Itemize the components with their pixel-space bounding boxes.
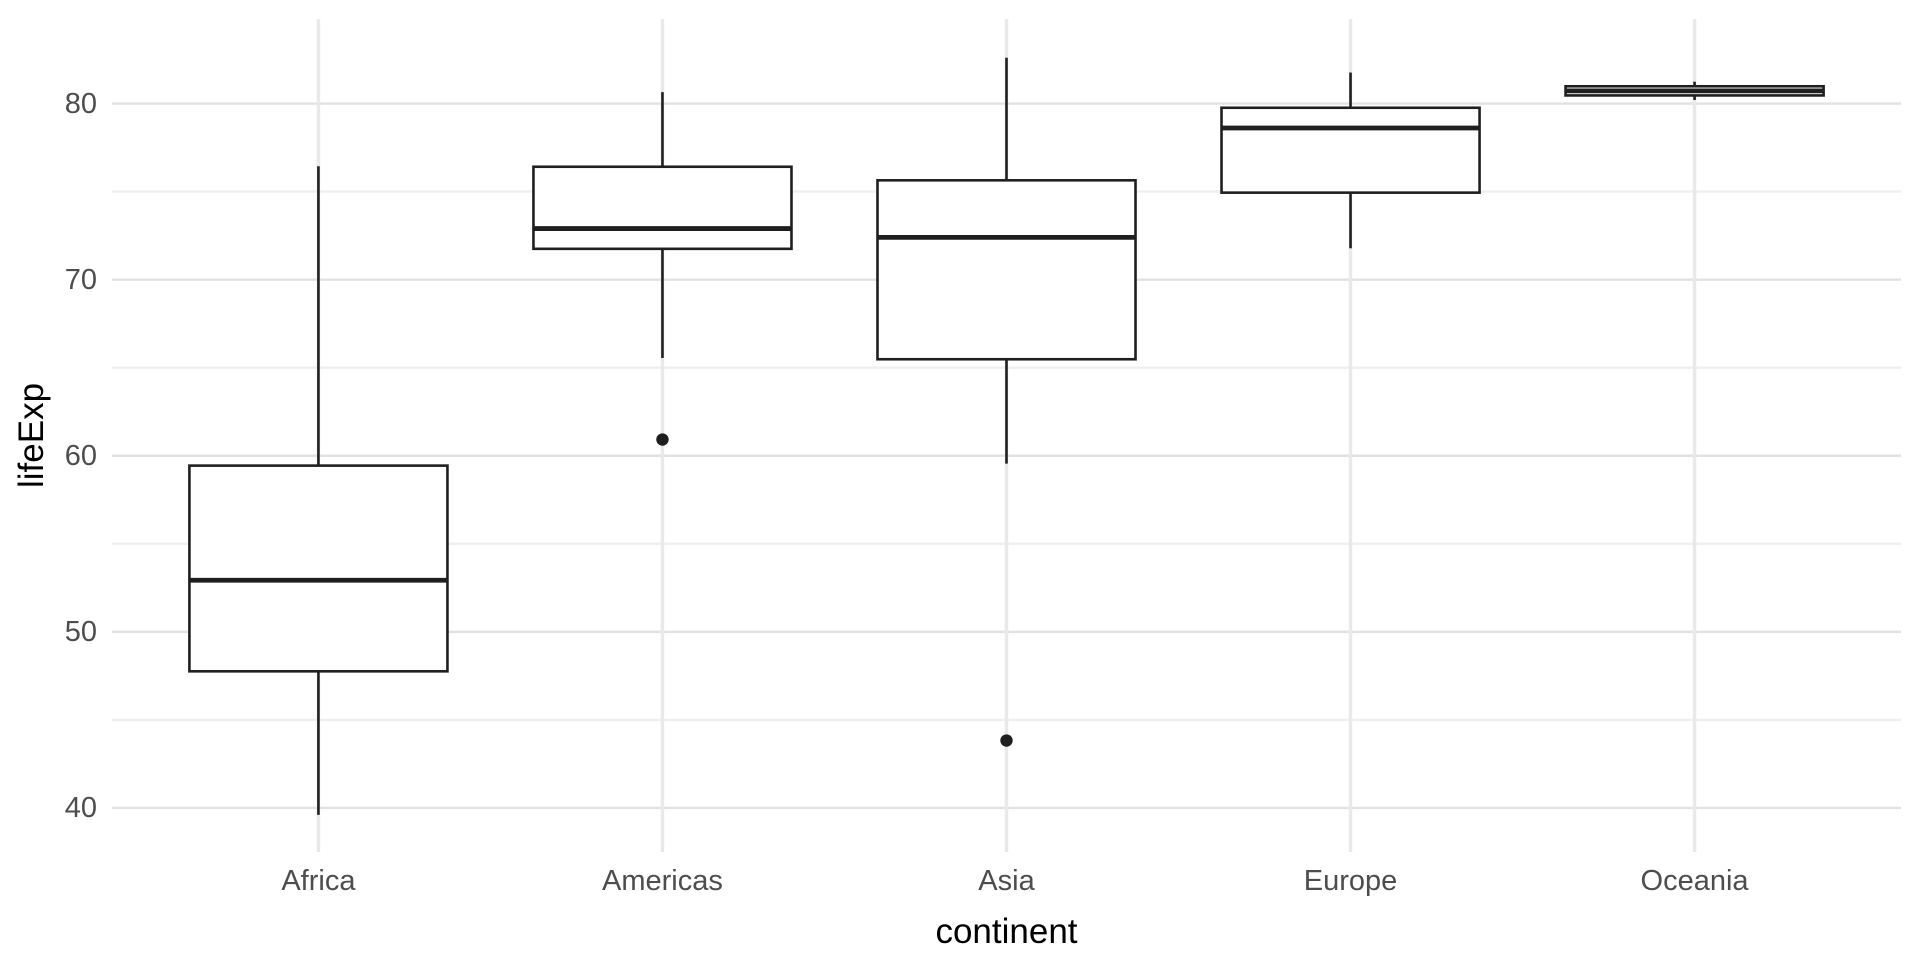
iqr-box	[1220, 106, 1481, 194]
x-axis-title-text: continent	[935, 912, 1078, 951]
x-tick-label-europe: Europe	[1303, 865, 1398, 897]
y-axis-title: lifeExp	[12, 382, 51, 488]
box-europe	[1220, 72, 1481, 249]
x-axis-title: continent	[0, 912, 1920, 952]
box-asia	[876, 57, 1137, 747]
box-americas	[532, 92, 793, 446]
x-tick-label-americas: Americas	[602, 865, 723, 897]
y-tick-label-80: 80	[64, 87, 97, 120]
y-tick-label-60: 60	[64, 439, 97, 472]
iqr-box	[188, 464, 449, 673]
box-africa	[188, 166, 449, 815]
y-tick-label-50: 50	[64, 615, 97, 648]
x-tick-label-asia: Asia	[978, 865, 1035, 897]
iqr-box	[532, 165, 793, 251]
outlier-point	[656, 433, 669, 446]
y-tick-label-40: 40	[64, 791, 97, 824]
x-tick-label-africa: Africa	[281, 865, 356, 897]
iqr-box	[876, 179, 1137, 361]
box-oceania	[1564, 81, 1825, 101]
x-tick-label-oceania: Oceania	[1640, 865, 1749, 897]
y-tick-label-70: 70	[64, 263, 97, 296]
outlier-point	[1000, 734, 1013, 747]
